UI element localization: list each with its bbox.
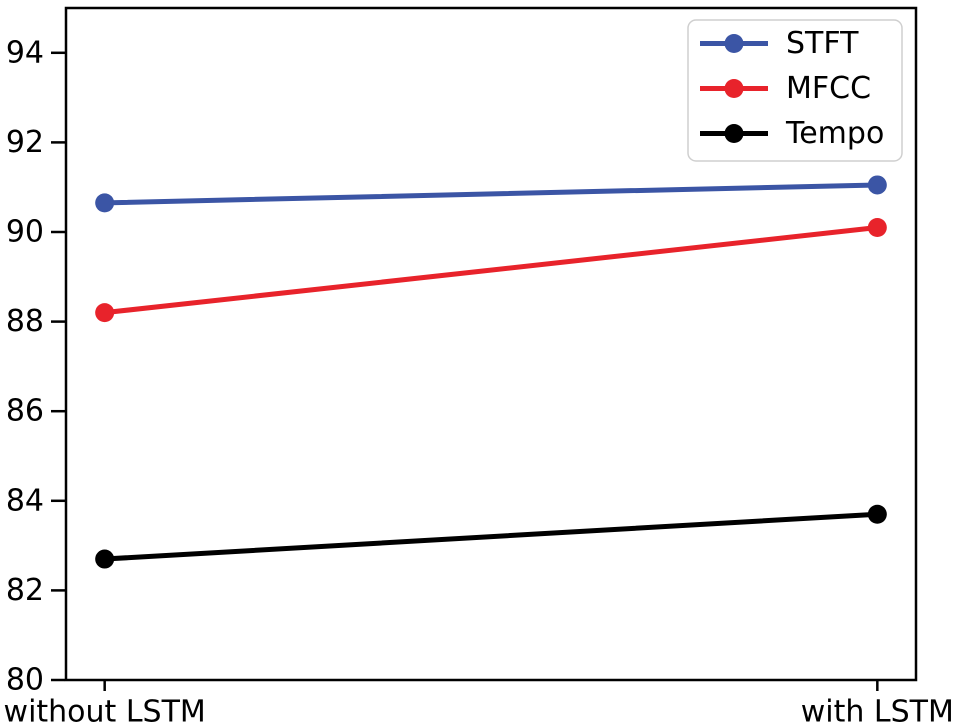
legend-sample-marker-mfcc <box>724 79 744 98</box>
legend-sample-marker-tempo <box>724 124 744 143</box>
y-tick-label: 94 <box>6 35 44 70</box>
series-line-tempo <box>102 511 880 562</box>
y-tick-label: 80 <box>6 663 44 698</box>
x-tick-label: without LSTM <box>4 695 206 728</box>
series-line-stft <box>102 182 880 206</box>
plot-border <box>64 6 918 682</box>
y-tick-label: 88 <box>6 304 44 339</box>
y-tick-label: 86 <box>6 394 44 429</box>
marker-stft-0 <box>95 193 115 213</box>
marker-mfcc-0 <box>95 303 115 323</box>
y-tick-label: 92 <box>6 125 44 160</box>
marker-mfcc-1 <box>867 218 887 238</box>
marker-stft-1 <box>867 175 887 195</box>
legend-sample-marker-stft <box>724 34 744 53</box>
y-tick-label: 82 <box>6 573 44 608</box>
marker-tempo-0 <box>95 549 115 569</box>
y-tick-label: 84 <box>6 483 44 518</box>
y-tick-label: 90 <box>6 215 44 250</box>
series-line-mfcc <box>102 225 880 316</box>
x-tick-label: with LSTM <box>801 695 954 728</box>
legend-label-tempo: Tempo <box>785 116 884 151</box>
marker-tempo-1 <box>867 504 887 524</box>
legend-label-stft: STFT <box>786 26 859 61</box>
legend-box <box>687 19 903 162</box>
legend-label-mfcc: MFCC <box>786 71 871 106</box>
